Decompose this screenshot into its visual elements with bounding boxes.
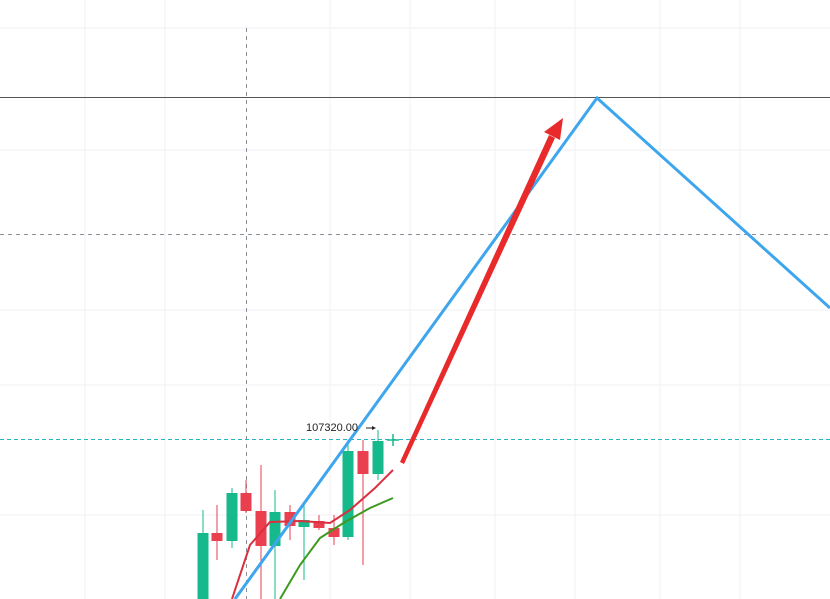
candles xyxy=(197,430,384,599)
price-label-arrowhead xyxy=(372,426,376,430)
price-label: 107320.00 xyxy=(306,422,358,434)
forecast-arrow-head xyxy=(544,118,563,140)
forecast-arrow-shaft xyxy=(400,135,555,464)
current-price-cross xyxy=(387,434,399,446)
moving-average-green xyxy=(279,497,394,599)
trend-lines xyxy=(233,95,830,599)
moving-average-red xyxy=(231,469,394,599)
